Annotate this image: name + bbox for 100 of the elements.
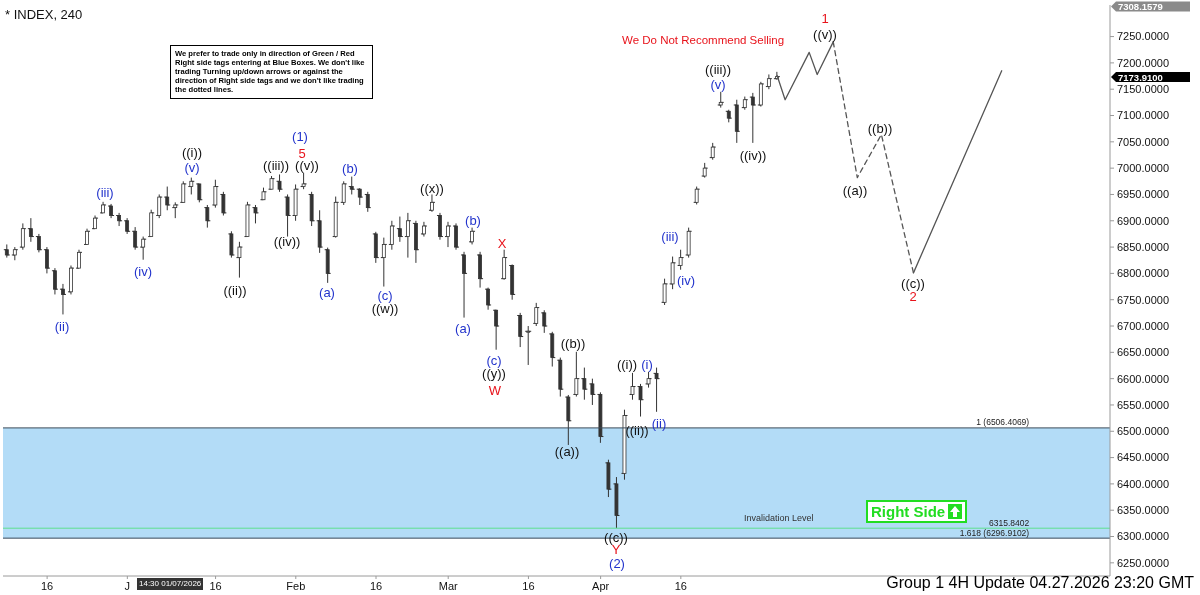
candlestick bbox=[502, 249, 507, 281]
candlestick bbox=[446, 221, 450, 248]
candlestick bbox=[606, 459, 611, 498]
candlestick bbox=[36, 233, 41, 253]
annotation: ((iv)) bbox=[273, 233, 301, 249]
candlestick bbox=[558, 357, 563, 398]
candlestick bbox=[181, 180, 186, 203]
y-tick-label: 6900.0000 bbox=[1117, 214, 1169, 227]
y-tick-label: 6650.0000 bbox=[1117, 346, 1169, 359]
y-tick-label: 6450.0000 bbox=[1117, 451, 1169, 464]
candlestick bbox=[245, 201, 250, 238]
y-tick-label: 7150.0000 bbox=[1117, 83, 1169, 96]
candlestick bbox=[718, 91, 723, 109]
candlestick bbox=[93, 215, 97, 230]
candlestick bbox=[325, 247, 330, 284]
candlestick bbox=[20, 222, 25, 251]
y-tick-label: 6350.0000 bbox=[1117, 504, 1169, 517]
annotation: W bbox=[488, 382, 502, 398]
candlestick bbox=[742, 96, 747, 111]
annotation: ((v)) bbox=[813, 26, 837, 42]
annotation: ((c)) bbox=[901, 275, 925, 291]
annotation: (v) bbox=[184, 159, 200, 175]
candlestick bbox=[414, 220, 418, 264]
y-tick-label: 7100.0000 bbox=[1117, 109, 1169, 122]
y-tick-label: 6750.0000 bbox=[1117, 293, 1169, 306]
annotation: ((iii)) bbox=[263, 157, 289, 173]
candlestick bbox=[117, 212, 122, 227]
candlestick bbox=[365, 191, 370, 213]
annotation: 2 bbox=[909, 288, 917, 304]
candlestick bbox=[622, 409, 627, 481]
candlestick bbox=[293, 183, 298, 222]
candlestick bbox=[221, 191, 226, 217]
annotation: (ii) bbox=[54, 318, 70, 334]
y-tick-label: 7200.0000 bbox=[1117, 56, 1169, 69]
candlestick bbox=[734, 99, 739, 144]
candlestick bbox=[261, 187, 266, 201]
x-tick-label: Feb bbox=[286, 580, 306, 592]
candlestick bbox=[710, 142, 715, 161]
candlestick bbox=[349, 176, 354, 195]
annotation: ((a)) bbox=[842, 182, 868, 198]
annotation: (c) bbox=[486, 352, 502, 368]
chart-title: * INDEX, 240 bbox=[5, 7, 83, 22]
candlestick bbox=[45, 246, 49, 274]
annotation: (iv) bbox=[676, 272, 696, 288]
annotation: (2) bbox=[609, 555, 625, 571]
candlestick bbox=[229, 230, 234, 259]
candlestick bbox=[213, 179, 218, 209]
candlestick bbox=[654, 367, 659, 413]
candlestick bbox=[438, 212, 442, 241]
candlestick bbox=[12, 246, 17, 261]
y-tick-label: 6800.0000 bbox=[1117, 267, 1169, 280]
candlestick bbox=[205, 204, 210, 229]
candlestick bbox=[165, 186, 170, 211]
candlestick bbox=[341, 180, 346, 206]
candlestick bbox=[574, 351, 579, 398]
text: 7308.1579 bbox=[1118, 1, 1163, 12]
candlestick bbox=[77, 249, 81, 269]
annotation: (c) bbox=[377, 287, 393, 303]
annotation: ((x)) bbox=[420, 180, 444, 196]
annotation: (iii) bbox=[96, 184, 114, 200]
annotation: (b) bbox=[342, 160, 358, 176]
candlestick bbox=[173, 201, 178, 219]
annotation: (a) bbox=[455, 320, 471, 336]
annotation: Group 1 4H Update 04.27.2026 23:20 GMT bbox=[886, 574, 1194, 591]
candlestick bbox=[317, 209, 322, 254]
candlestick bbox=[4, 243, 9, 259]
annotation: Invalidation Level bbox=[744, 513, 814, 523]
y-tick-label: 7250.0000 bbox=[1117, 30, 1169, 43]
x-tick-label: Mar bbox=[438, 580, 459, 592]
ref-line-label: 6315.8402 bbox=[989, 517, 1030, 528]
candlestick bbox=[702, 162, 707, 179]
y-tick-label: 6250.0000 bbox=[1117, 556, 1169, 569]
candlestick bbox=[598, 391, 603, 444]
candlestick bbox=[646, 371, 651, 389]
candlestick bbox=[750, 92, 755, 144]
annotation: ((ii)) bbox=[223, 282, 247, 298]
annotation: (1) bbox=[292, 128, 308, 144]
candlestick bbox=[133, 226, 138, 251]
candlestick bbox=[590, 378, 595, 406]
annotation: ((i)) bbox=[181, 144, 203, 160]
y-tick-label: 6400.0000 bbox=[1117, 477, 1169, 490]
x-tick-label: 16 bbox=[40, 580, 54, 592]
annotation: 1 bbox=[821, 10, 829, 26]
annotation: ((ii)) bbox=[625, 422, 649, 438]
candlestick bbox=[125, 217, 130, 235]
annotation: ((a)) bbox=[554, 443, 580, 459]
candlestick bbox=[141, 236, 146, 261]
y-tick-label: 6700.0000 bbox=[1117, 319, 1169, 332]
candlestick bbox=[149, 209, 154, 238]
candlestick bbox=[69, 265, 73, 295]
candlestick bbox=[269, 175, 274, 190]
annotation: (iv) bbox=[133, 263, 153, 279]
candlestick bbox=[662, 278, 667, 306]
candlestick bbox=[630, 372, 635, 401]
text: 7173.9100 bbox=[1118, 71, 1163, 83]
candlestick bbox=[357, 187, 362, 206]
candlestick bbox=[389, 220, 394, 251]
candlestick bbox=[510, 263, 515, 301]
ref-line-label: 1 (6506.4069) bbox=[976, 417, 1030, 428]
candlestick bbox=[486, 287, 491, 311]
